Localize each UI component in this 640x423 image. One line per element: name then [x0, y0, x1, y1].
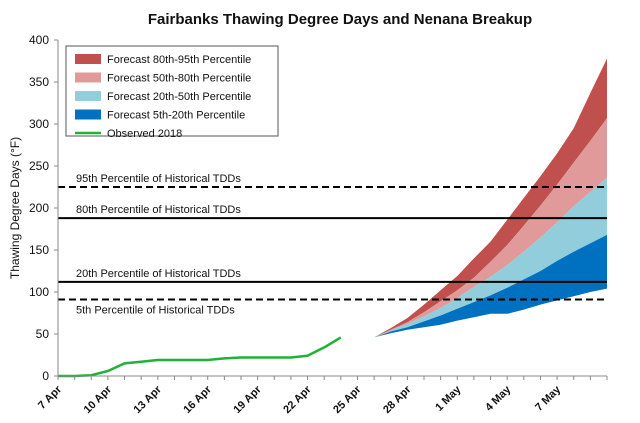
observed-line — [58, 336, 342, 378]
forecast-bands — [374, 58, 607, 338]
x-tick-label: 1 May — [433, 383, 464, 414]
x-tick-label: 7 May — [533, 383, 564, 414]
band-p20-p50 — [374, 177, 607, 338]
legend-label: Forecast 50th-80th Percentile — [107, 73, 251, 85]
x-tick-label: 13 Apr — [132, 383, 165, 416]
y-tick-label: 150 — [29, 243, 49, 257]
x-tick-label: 7 Apr — [36, 383, 65, 412]
legend: Forecast 80th-95th Percentile Forecast 50… — [65, 45, 279, 140]
y-tick-label: 200 — [29, 201, 49, 215]
x-tick-label: 4 May — [483, 383, 514, 414]
legend-label: Observed 2018 — [107, 128, 182, 140]
y-axis-label: Thawing Degree Days (°F) — [8, 137, 22, 279]
y-tick-label: 300 — [29, 117, 49, 131]
chart-title: Fairbanks Thawing Degree Days and Nenana… — [148, 11, 532, 28]
x-tick-label: 22 Apr — [281, 383, 314, 416]
legend-swatch — [75, 54, 101, 64]
legend-swatch — [75, 91, 101, 101]
y-tick-label: 0 — [42, 369, 49, 383]
reference-line-label: 20th Percentile of Historical TDDs — [76, 268, 241, 280]
x-tick-label: 19 Apr — [231, 383, 264, 416]
y-tick-label: 350 — [29, 75, 49, 89]
reference-lines: 95th Percentile of Historical TDDs 80th P… — [58, 173, 607, 317]
legend-swatch — [75, 109, 101, 120]
y-tick-label: 50 — [36, 327, 50, 341]
legend-swatch — [75, 72, 101, 83]
x-tick-label: 10 Apr — [82, 383, 115, 416]
y-tick-label: 400 — [29, 33, 49, 47]
observed-2018-line — [58, 336, 342, 378]
axes — [54, 39, 608, 380]
legend-label: Forecast 5th-20th Percentile — [107, 110, 245, 122]
band-p5-p20 — [374, 234, 607, 338]
x-tick-label: 28 Apr — [381, 383, 414, 416]
y-tick-label: 100 — [29, 285, 49, 299]
x-tick-label: 16 Apr — [181, 383, 214, 416]
x-tick-label: 25 Apr — [331, 383, 364, 416]
legend-label: Forecast 80th-95th Percentile — [107, 54, 251, 66]
reference-line-label: 95th Percentile of Historical TDDs — [76, 173, 241, 185]
reference-line-label: 80th Percentile of Historical TDDs — [76, 204, 241, 216]
legend-box — [65, 45, 279, 137]
y-tick-label: 250 — [29, 159, 49, 173]
legend-label: Forecast 20th-50th Percentile — [107, 91, 251, 103]
reference-line-label: 5th Percentile of Historical TDDs — [76, 305, 235, 317]
